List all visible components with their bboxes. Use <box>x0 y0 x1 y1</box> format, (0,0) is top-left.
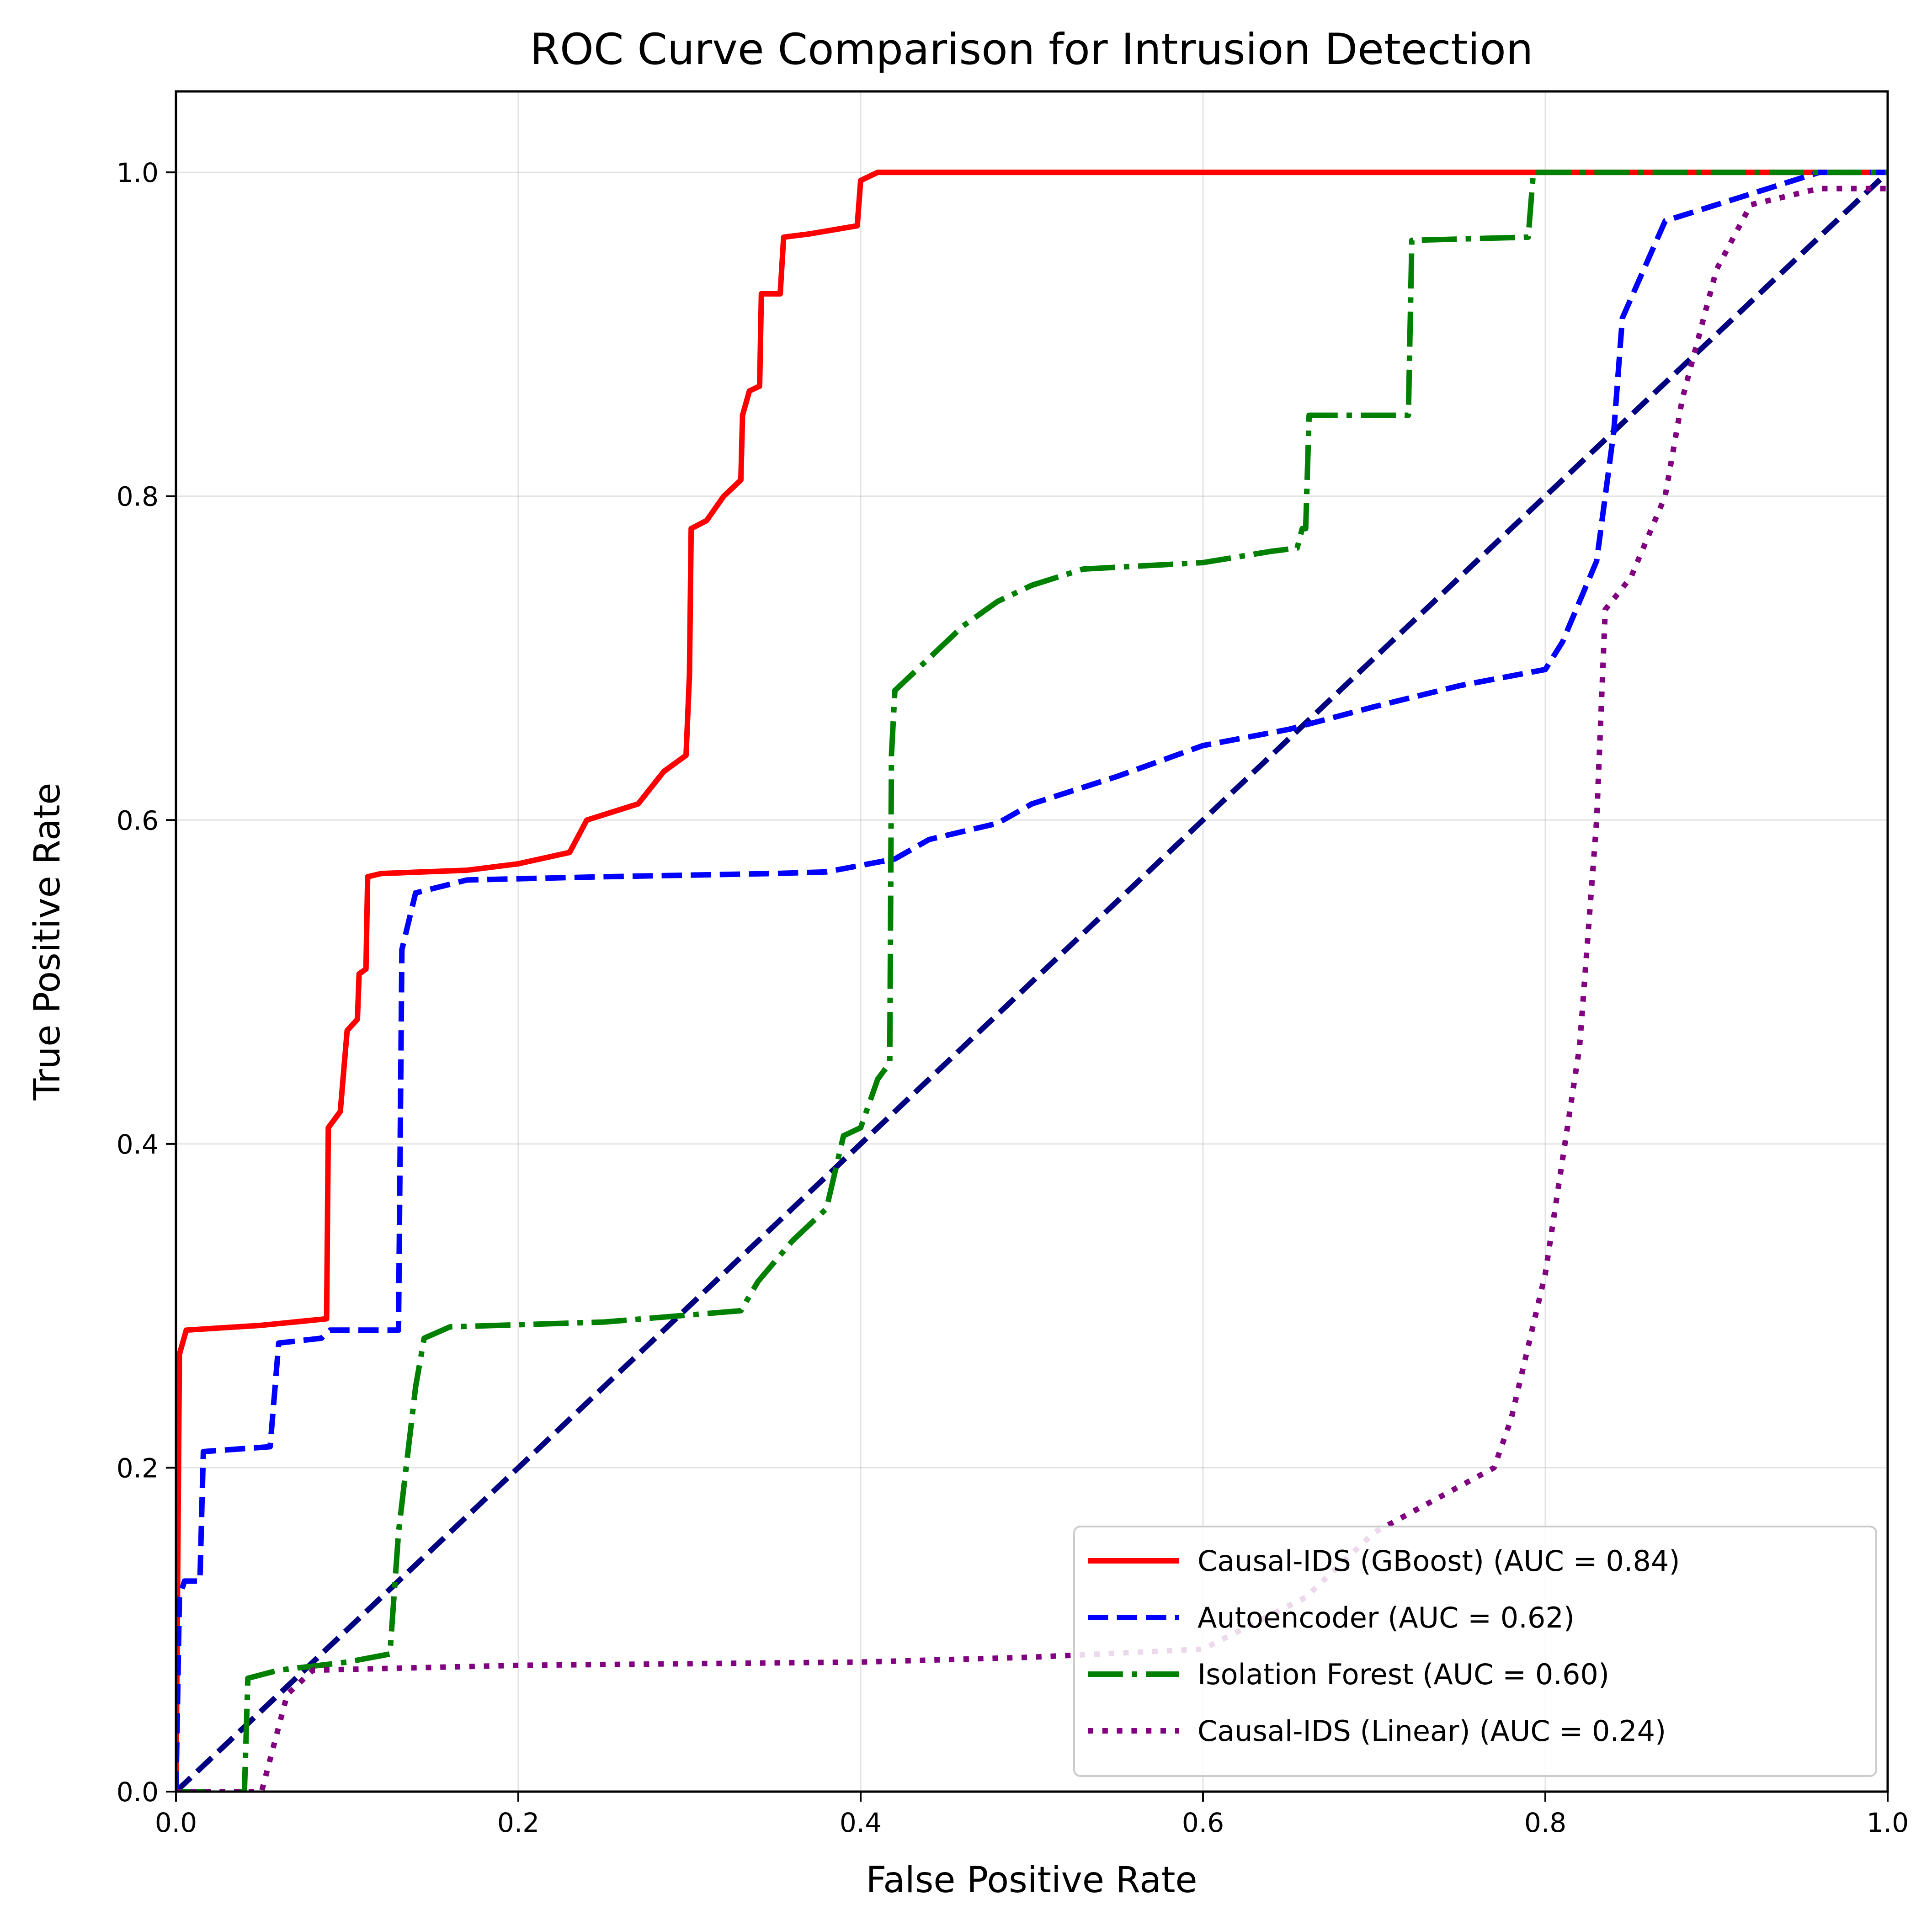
y-tick-label: 1.0 <box>117 157 159 188</box>
series-line-1 <box>176 170 1888 1792</box>
legend: Causal-IDS (GBoost) (AUC = 0.84) Autoenco… <box>1073 1526 1877 1777</box>
x-tick-label: 0.4 <box>840 1807 882 1838</box>
plot-frame <box>175 90 1889 1793</box>
x-tick-label: 0.0 <box>155 1807 197 1838</box>
series-line-2 <box>176 170 1888 1792</box>
series-line-0 <box>176 170 1888 1792</box>
grid-lines <box>175 91 1889 1793</box>
x-tick-label: 1.0 <box>1867 1807 1909 1838</box>
series-lines <box>176 170 1888 1792</box>
y-tick-label: 0.0 <box>117 1777 159 1808</box>
series-group <box>176 170 1888 1792</box>
x-tick-label: 0.6 <box>1182 1807 1224 1838</box>
legend-entry: Isolation Forest (AUC = 0.60) <box>1198 1658 1609 1691</box>
y-tick-label: 0.4 <box>117 1129 159 1160</box>
legend-entry: Autoencoder (AUC = 0.62) <box>1198 1601 1575 1634</box>
legend-box <box>1073 1526 1877 1777</box>
legend-entry: Causal-IDS (Linear) (AUC = 0.24) <box>1198 1714 1666 1748</box>
y-tick-label: 0.8 <box>117 481 159 512</box>
random-baseline-line <box>176 170 1888 1792</box>
y-tick-label: 0.6 <box>117 805 159 836</box>
axis-ticks: 0.0 0.2 0.4 0.6 0.8 1.0 0.0 0.2 0.4 0.6 0.8 1.0 <box>117 157 1909 1838</box>
chart-title: ROC Curve Comparison for Intrusion Detec… <box>530 25 1533 74</box>
x-tick-label: 0.2 <box>497 1807 539 1838</box>
legend-entry: Causal-IDS (GBoost) (AUC = 0.84) <box>1198 1544 1680 1578</box>
y-tick-label: 0.2 <box>117 1452 159 1484</box>
x-axis-label: False Positive Rate <box>866 1860 1198 1901</box>
y-axis-label: True Positive Rate <box>27 783 68 1101</box>
x-tick-label: 0.8 <box>1524 1807 1566 1838</box>
